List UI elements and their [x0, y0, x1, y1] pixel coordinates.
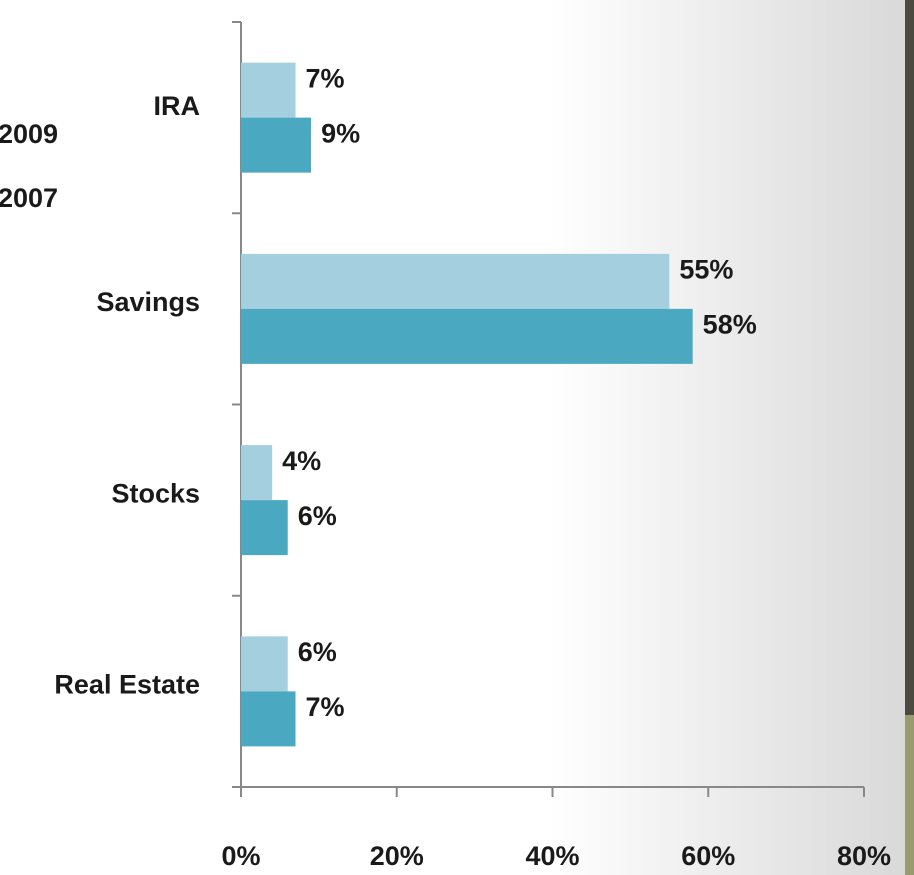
x-tick-label: 80%	[837, 841, 891, 871]
data-label: 9%	[321, 118, 360, 148]
y-tick-label: Savings	[96, 287, 200, 317]
data-label: 6%	[298, 501, 337, 531]
data-label: 4%	[282, 446, 321, 476]
data-label: 58%	[703, 310, 757, 340]
x-tick-label: 60%	[681, 841, 735, 871]
y-tick-label: Real Estate	[54, 670, 200, 700]
data-label: 7%	[306, 692, 345, 722]
y-tick-label: Stocks	[111, 478, 200, 508]
legend-label: 2007	[0, 183, 58, 213]
x-tick-label: 0%	[221, 841, 260, 871]
data-label: 6%	[298, 637, 337, 667]
side-strip	[905, 0, 914, 715]
x-tick-label: 40%	[525, 841, 579, 871]
bar	[241, 308, 693, 364]
side-strip-lower	[905, 715, 914, 875]
data-label: 55%	[679, 255, 733, 285]
bar	[241, 253, 670, 309]
bar	[241, 62, 296, 118]
bar	[241, 500, 288, 556]
x-tick-label: 20%	[370, 841, 424, 871]
bar	[241, 445, 273, 501]
data-label: 7%	[306, 63, 345, 93]
bar	[241, 117, 312, 173]
legend-label: 2009	[0, 119, 58, 149]
bar	[241, 691, 296, 747]
bar	[241, 636, 288, 692]
y-tick-label: IRA	[154, 91, 201, 121]
